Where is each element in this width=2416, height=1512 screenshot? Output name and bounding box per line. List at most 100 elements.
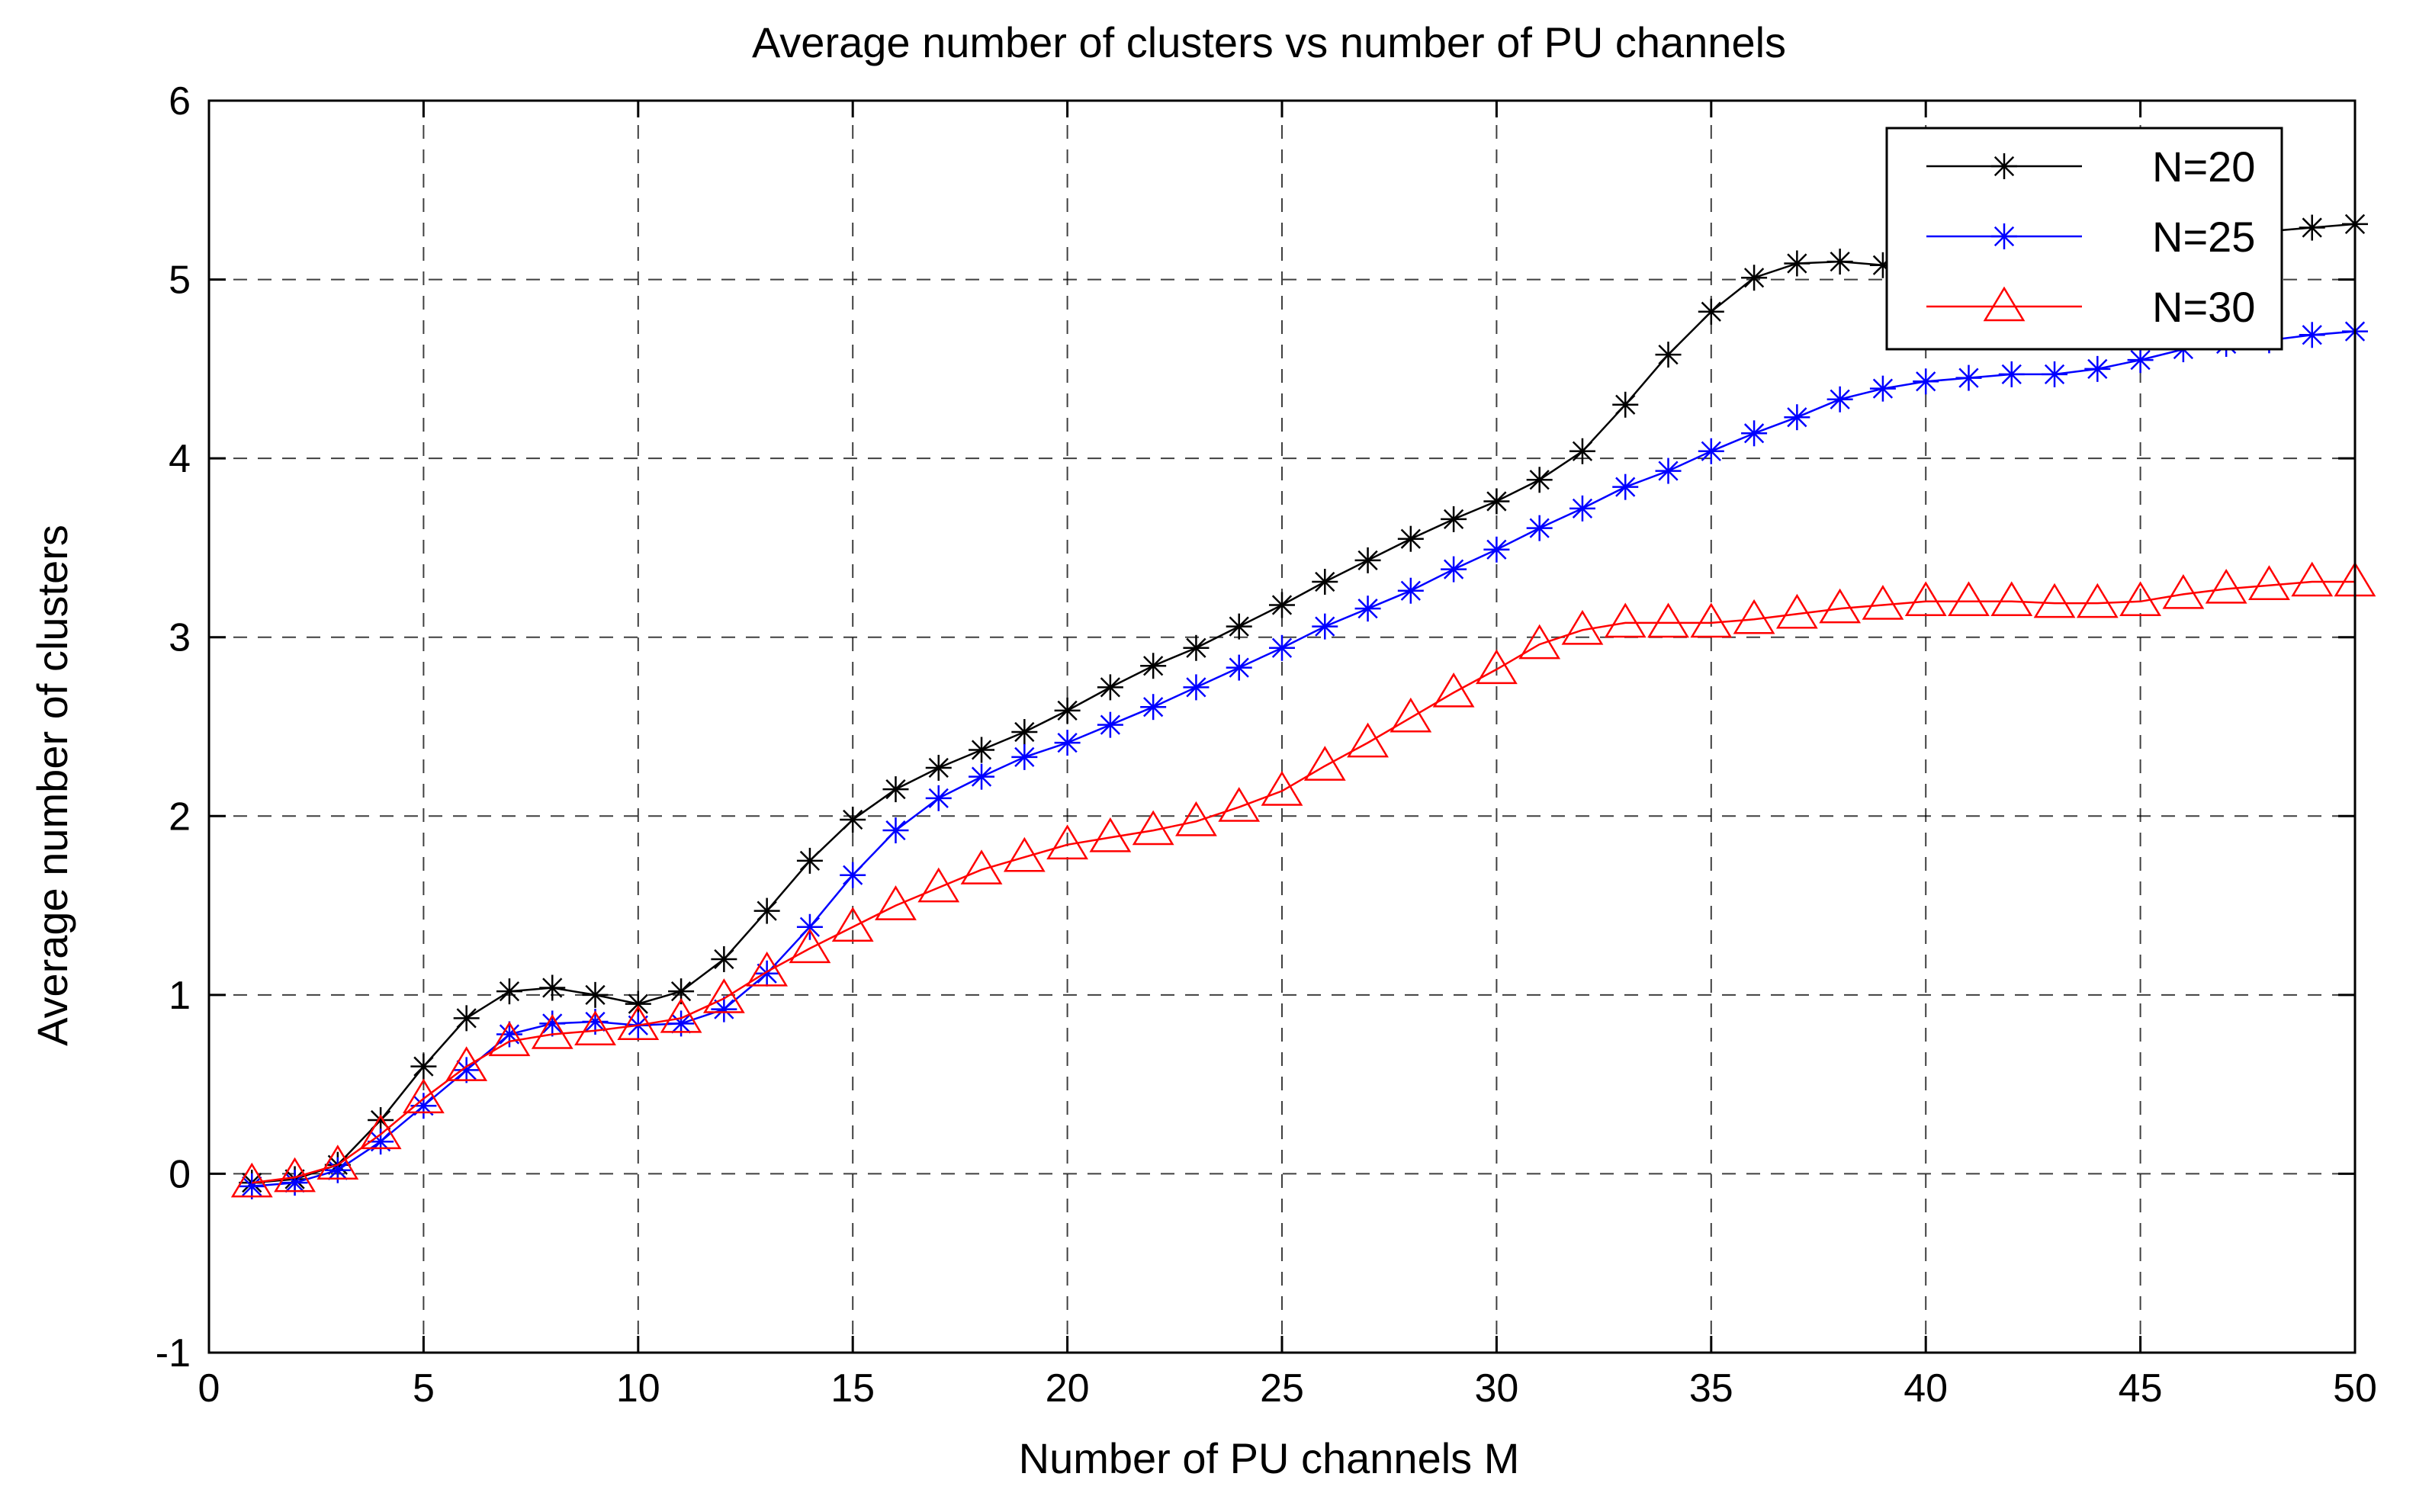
- marker-stroke: [1830, 389, 1850, 409]
- data-point: [2076, 583, 2119, 618]
- data-point: [496, 978, 522, 1005]
- legend-marker: [1991, 223, 2017, 249]
- data-point: [1948, 581, 1990, 617]
- data-point: [1483, 536, 1510, 563]
- y-tick-label: 2: [169, 795, 191, 839]
- marker-stroke: [499, 1024, 520, 1045]
- x-tick-label: 5: [413, 1366, 435, 1411]
- data-point: [840, 862, 866, 888]
- marker-stroke: [757, 900, 777, 921]
- data-point: [1998, 361, 2025, 387]
- marker-stroke: [1143, 656, 1164, 676]
- marker-stroke: [1014, 721, 1035, 743]
- data-point: [1226, 613, 1252, 640]
- marker-stroke: [1958, 368, 1979, 388]
- data-point: [402, 1078, 445, 1114]
- data-point: [1741, 265, 1768, 291]
- data-point: [1089, 817, 1132, 852]
- marker-stroke: [1529, 470, 1550, 490]
- legend-label: N=25: [2152, 213, 2255, 261]
- data-point: [1312, 568, 1338, 595]
- data-point: [2084, 355, 2111, 382]
- data-point: [753, 897, 780, 924]
- y-tick-label: 5: [169, 258, 191, 303]
- data-point: [1733, 599, 1775, 634]
- data-point: [316, 1144, 359, 1180]
- data-point: [1483, 488, 1510, 515]
- marker-stroke: [1787, 407, 1807, 428]
- marker-stroke: [1057, 700, 1078, 721]
- data-point: [2299, 322, 2325, 348]
- marker-stroke: [1400, 528, 1421, 549]
- data-point: [960, 849, 1003, 884]
- data-point: [1175, 801, 1217, 836]
- data-point: [1647, 602, 1689, 638]
- marker-stroke: [1229, 657, 1249, 678]
- marker-stroke: [1400, 580, 1421, 601]
- data-point: [1819, 588, 1862, 624]
- data-point: [1655, 342, 1682, 368]
- data-point: [2042, 361, 2068, 387]
- marker-stroke: [971, 766, 992, 787]
- data-point: [582, 981, 609, 1008]
- data-point: [1741, 420, 1768, 447]
- data-point: [1011, 743, 1038, 770]
- data-point: [453, 1005, 480, 1032]
- data-point: [969, 737, 995, 763]
- y-tick-label: -1: [156, 1331, 191, 1376]
- data-point: [574, 1010, 616, 1046]
- data-point: [1690, 602, 1733, 638]
- marker-stroke: [1486, 491, 1507, 512]
- marker-stroke: [971, 740, 992, 760]
- data-point: [239, 1173, 265, 1199]
- data-point: [496, 1021, 522, 1048]
- y-tick-label: 6: [169, 79, 191, 124]
- marker-stroke: [242, 1176, 262, 1196]
- data-point: [1132, 810, 1174, 846]
- data-point: [925, 785, 952, 811]
- data-point: [1475, 649, 1518, 685]
- data-point: [925, 754, 952, 781]
- data-point: [1862, 585, 1904, 620]
- data-point: [2162, 573, 2205, 609]
- data-point: [1097, 674, 1123, 701]
- marker-stroke: [843, 865, 863, 885]
- data-point: [1869, 375, 1896, 402]
- data-point: [796, 913, 823, 940]
- y-tick-label: 3: [169, 616, 191, 660]
- data-point: [1561, 609, 1604, 645]
- data-point: [1990, 581, 2033, 617]
- data-point: [1441, 556, 1467, 583]
- data-point: [1054, 697, 1081, 724]
- y-tick-label: 1: [169, 974, 191, 1018]
- data-point: [1775, 593, 1818, 629]
- legend-item: N=30: [1926, 283, 2255, 331]
- marker-stroke: [1486, 539, 1507, 560]
- marker-stroke: [327, 1160, 348, 1180]
- data-point: [1913, 368, 1939, 395]
- data-point: [668, 1010, 695, 1037]
- data-point: [1432, 673, 1475, 708]
- data-point: [274, 1157, 316, 1193]
- marker-stroke: [799, 917, 821, 937]
- marker-stroke: [1057, 732, 1078, 753]
- marker-stroke: [499, 981, 520, 1002]
- data-point: [1441, 506, 1467, 532]
- y-tick-label: 0: [169, 1152, 191, 1196]
- marker-stroke: [2044, 364, 2065, 385]
- data-point: [969, 763, 995, 790]
- data-point: [1269, 592, 1295, 618]
- marker-stroke: [1830, 251, 1850, 272]
- legend-box: [1885, 127, 2283, 351]
- marker-stroke: [2001, 364, 2022, 385]
- marker-stroke: [1100, 677, 1121, 698]
- chart-title: Average number of clusters vs number of …: [752, 18, 1786, 66]
- data-point: [660, 997, 702, 1033]
- data-point: [1347, 722, 1389, 758]
- data-point: [531, 1014, 573, 1049]
- marker-stroke: [456, 1008, 477, 1029]
- data-point: [1826, 386, 1853, 413]
- marker-stroke: [885, 820, 906, 841]
- data-point: [711, 996, 737, 1022]
- data-point: [410, 1053, 437, 1080]
